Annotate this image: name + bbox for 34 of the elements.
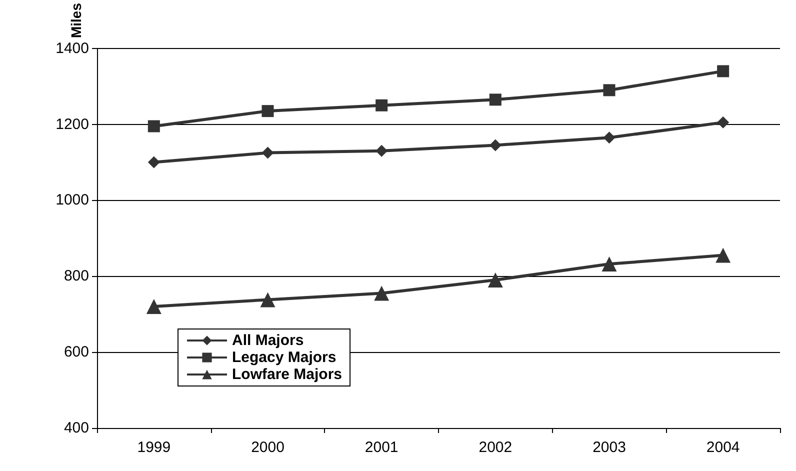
point bbox=[374, 286, 390, 301]
legend-label: All Majors bbox=[232, 332, 304, 349]
x-tick-label: 2004 bbox=[706, 439, 740, 456]
point bbox=[603, 84, 616, 96]
point bbox=[717, 116, 730, 128]
point bbox=[603, 132, 616, 144]
y-tick-label: 400 bbox=[64, 420, 89, 436]
point bbox=[489, 139, 502, 152]
x-tick-label: 2000 bbox=[251, 439, 284, 456]
legend-label: Lowfare Majors bbox=[232, 366, 342, 383]
point bbox=[262, 146, 274, 159]
y-tick-label: 1200 bbox=[56, 116, 89, 133]
x-tick-label: 1999 bbox=[137, 439, 171, 456]
x-tick-label: 2001 bbox=[364, 439, 398, 456]
point bbox=[489, 94, 502, 106]
x-tick-label: 2002 bbox=[478, 439, 512, 456]
point bbox=[146, 299, 162, 314]
point bbox=[716, 248, 731, 263]
point bbox=[260, 292, 276, 308]
y-tick-label: 800 bbox=[64, 268, 89, 285]
point bbox=[262, 105, 274, 118]
point bbox=[717, 65, 730, 78]
legend-label: Legacy Majors bbox=[232, 349, 336, 366]
point bbox=[148, 156, 160, 168]
y-tick-label: 1000 bbox=[56, 192, 89, 209]
point bbox=[602, 256, 617, 272]
y-tick-label: 600 bbox=[64, 344, 89, 361]
point bbox=[376, 99, 388, 112]
y-axis-title: Miles bbox=[68, 2, 84, 38]
point bbox=[148, 120, 160, 132]
x-tick-label: 2003 bbox=[592, 439, 626, 456]
y-tick-label: 1400 bbox=[56, 40, 89, 57]
point bbox=[488, 272, 503, 288]
point bbox=[376, 144, 388, 157]
